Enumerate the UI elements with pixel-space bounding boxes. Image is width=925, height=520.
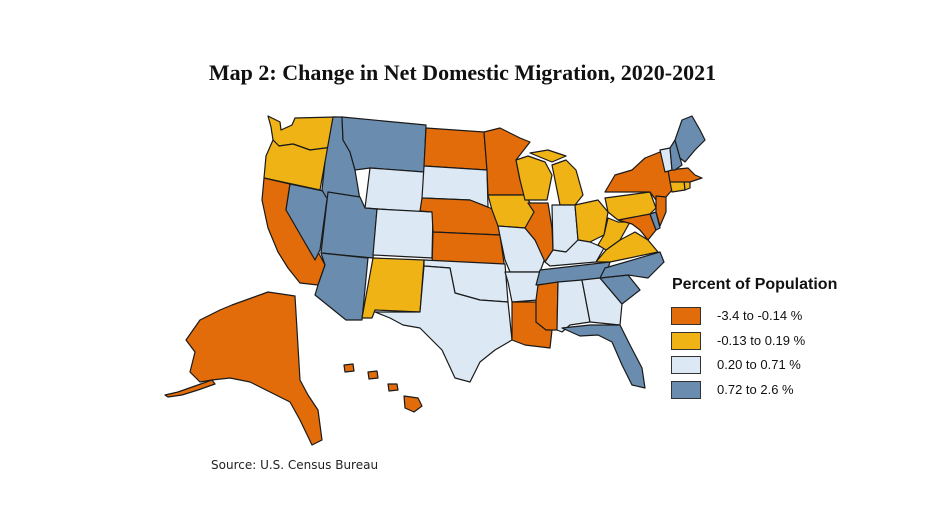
legend-label-2: -0.13 to 0.19 % [717, 333, 806, 348]
state-DE[interactable] [649, 211, 661, 231]
legend-swatch-2 [671, 332, 701, 350]
state-WY[interactable] [364, 167, 425, 213]
state-AK-peninsula [164, 379, 216, 398]
state-ND[interactable] [423, 127, 488, 171]
state-HI-oahu [367, 370, 379, 380]
state-AR[interactable] [504, 271, 541, 303]
legend-title: Percent of Population [672, 276, 838, 293]
state-MT[interactable] [341, 116, 427, 173]
state-NH[interactable] [669, 139, 683, 171]
state-NC[interactable] [599, 251, 665, 279]
legend-swatch-3 [671, 356, 701, 374]
state-WV[interactable] [597, 217, 631, 251]
map-title: Map 2: Change in Net Domestic Migration,… [208, 60, 717, 85]
state-ME[interactable] [674, 115, 706, 163]
source-note: Source: U.S. Census Bureau [211, 458, 379, 472]
state-MI[interactable] [529, 149, 584, 206]
state-HI-maui [387, 383, 399, 392]
state-GA[interactable] [581, 277, 623, 326]
state-FL[interactable] [561, 324, 646, 389]
state-MS[interactable] [535, 281, 559, 331]
state-CO[interactable] [372, 208, 434, 259]
state-NM[interactable] [361, 257, 425, 319]
legend-label-4: 0.72 to 2.6 % [717, 382, 794, 397]
state-MA[interactable] [667, 167, 703, 183]
state-HI-kauai [343, 363, 355, 373]
state-AK[interactable] [185, 291, 323, 446]
state-KY[interactable] [544, 239, 605, 267]
state-NJ[interactable] [655, 195, 667, 227]
legend-label-1: -3.4 to -0.14 % [717, 308, 803, 323]
state-AZ[interactable] [314, 252, 369, 321]
state-NV[interactable] [285, 183, 329, 261]
state-TX[interactable] [374, 265, 513, 383]
legend-label-3: 0.20 to 0.71 % [717, 357, 801, 372]
legend-swatch-4 [671, 381, 701, 399]
legend-swatch-1 [671, 307, 701, 325]
state-HI-big-island[interactable] [403, 395, 423, 413]
state-WI[interactable] [515, 155, 553, 201]
